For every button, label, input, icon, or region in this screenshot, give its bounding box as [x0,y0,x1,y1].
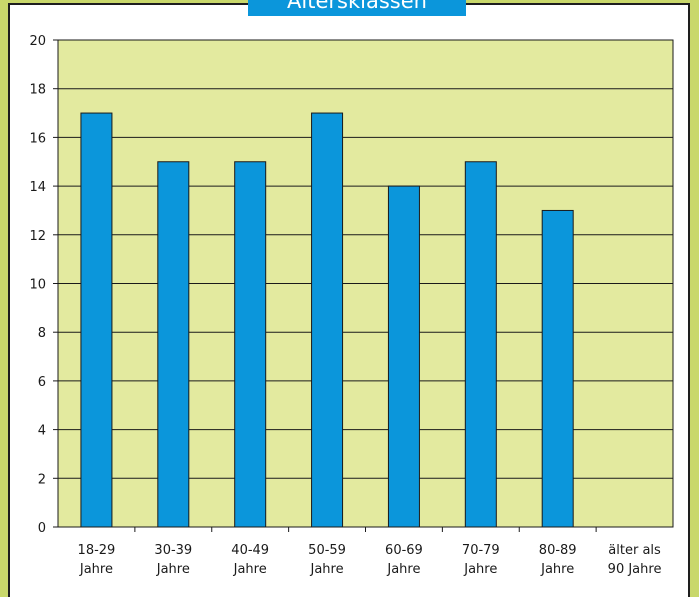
x-tick-label: 80-89 [539,543,577,558]
x-tick-label: 40-49 [231,543,269,558]
bar [80,112,113,528]
x-tick-label: Jahre [540,562,574,577]
y-tick-label: 10 [29,278,46,293]
x-tick-label: 70-79 [462,543,500,558]
bar [387,185,420,528]
x-tick-label: 90 Jahre [608,562,662,577]
x-tick-label: 60-69 [385,543,423,558]
x-tick-label: 18-29 [78,543,116,558]
x-tick-label: Jahre [310,562,344,577]
y-tick-label: 0 [38,521,46,536]
x-tick-label: Jahre [233,562,267,577]
x-tick-label: 50-59 [308,543,346,558]
y-tick-label: 14 [29,180,46,195]
chart-title-box: Altersklassen [248,0,466,16]
x-tick-label: älter als [608,543,661,558]
y-tick-label: 8 [38,326,46,341]
bar [311,112,344,528]
bar [157,161,190,528]
y-tick-label: 4 [38,424,46,439]
x-tick-label: 30-39 [154,543,192,558]
y-tick-label: 2 [38,472,46,487]
x-tick-label: Jahre [386,562,420,577]
y-tick-label: 6 [38,375,46,390]
y-tick-label: 12 [29,229,46,244]
bar [464,161,497,528]
x-tick-label: Jahre [156,562,190,577]
y-tick-label: 20 [29,34,46,49]
y-tick-label: 18 [29,83,46,98]
x-tick-label: Jahre [463,562,497,577]
bar [234,161,267,528]
y-tick-label: 16 [29,131,46,146]
bar [541,209,574,528]
chart-title: Altersklassen [287,0,427,13]
x-tick-label: Jahre [79,562,113,577]
